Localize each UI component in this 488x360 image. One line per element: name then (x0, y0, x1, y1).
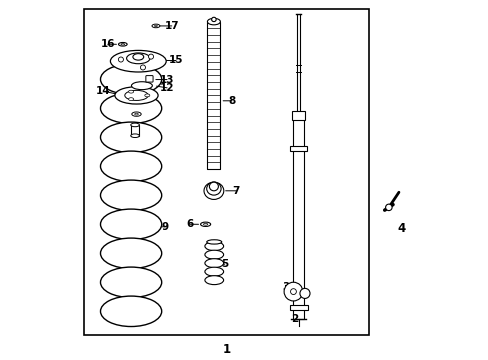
Ellipse shape (101, 180, 162, 211)
Ellipse shape (101, 93, 162, 123)
Ellipse shape (203, 182, 224, 199)
Ellipse shape (144, 94, 149, 97)
Circle shape (118, 57, 123, 62)
FancyBboxPatch shape (145, 76, 153, 82)
Text: 16: 16 (100, 39, 115, 49)
Text: 1: 1 (222, 343, 230, 356)
Ellipse shape (209, 182, 218, 191)
Text: 4: 4 (396, 222, 405, 235)
Circle shape (385, 204, 391, 211)
Text: 11: 11 (118, 109, 132, 119)
Text: 10: 10 (117, 125, 131, 135)
Text: 9: 9 (162, 222, 168, 232)
Text: 17: 17 (164, 21, 179, 31)
Text: 8: 8 (228, 96, 235, 106)
Ellipse shape (206, 240, 221, 244)
Ellipse shape (130, 134, 139, 138)
Ellipse shape (110, 50, 166, 72)
Ellipse shape (132, 112, 141, 116)
Ellipse shape (121, 44, 124, 45)
Ellipse shape (204, 276, 223, 285)
Ellipse shape (126, 53, 150, 64)
Circle shape (299, 288, 309, 298)
Ellipse shape (204, 259, 223, 267)
Text: 5: 5 (221, 259, 228, 269)
Circle shape (140, 65, 145, 70)
Circle shape (148, 54, 153, 59)
Text: 7: 7 (232, 186, 239, 196)
Ellipse shape (207, 18, 220, 25)
Bar (130, 125, 139, 136)
Ellipse shape (131, 82, 152, 90)
Ellipse shape (203, 223, 207, 225)
Bar (291, 111, 305, 120)
Ellipse shape (204, 242, 223, 251)
Ellipse shape (101, 122, 162, 153)
Text: 3: 3 (282, 282, 289, 292)
Ellipse shape (101, 267, 162, 297)
Circle shape (284, 282, 302, 301)
Ellipse shape (204, 267, 223, 276)
Ellipse shape (206, 182, 221, 195)
Ellipse shape (101, 238, 162, 269)
Ellipse shape (133, 54, 143, 60)
Ellipse shape (152, 24, 160, 28)
Ellipse shape (130, 123, 139, 127)
Ellipse shape (101, 296, 162, 327)
Ellipse shape (204, 250, 223, 259)
Bar (292, 115, 303, 319)
Ellipse shape (115, 87, 158, 104)
Ellipse shape (128, 98, 133, 100)
Ellipse shape (101, 151, 162, 181)
Text: 14: 14 (96, 86, 110, 96)
Ellipse shape (101, 64, 162, 95)
Ellipse shape (211, 17, 216, 22)
Ellipse shape (101, 209, 162, 239)
Bar (207, 22, 220, 169)
Bar (289, 305, 307, 310)
Ellipse shape (118, 42, 127, 46)
Ellipse shape (128, 90, 133, 93)
Circle shape (290, 289, 296, 294)
Ellipse shape (134, 113, 138, 115)
Ellipse shape (154, 25, 157, 27)
Bar (289, 146, 306, 151)
Ellipse shape (124, 90, 148, 100)
Ellipse shape (200, 222, 210, 226)
Text: 15: 15 (168, 55, 183, 66)
Text: 2: 2 (291, 314, 298, 324)
Text: 12: 12 (160, 83, 174, 93)
Text: 13: 13 (160, 75, 174, 85)
Text: 6: 6 (186, 219, 193, 229)
Bar (84, 9, 368, 335)
